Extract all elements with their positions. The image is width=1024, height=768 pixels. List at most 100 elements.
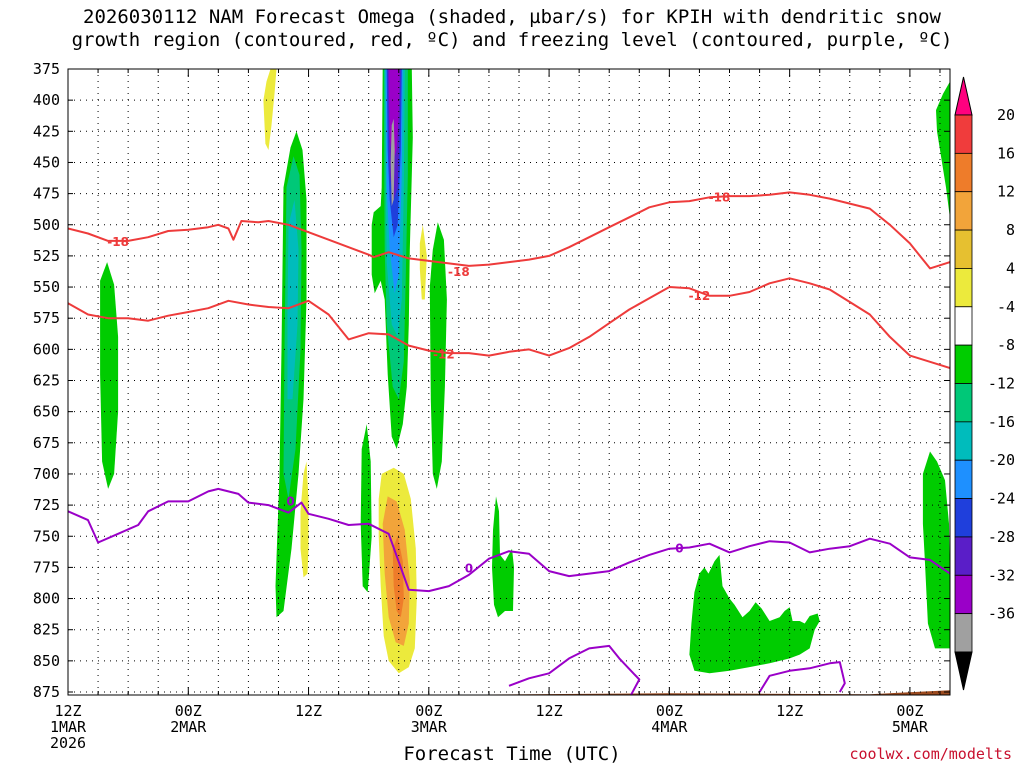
x-tick-label: 1MAR [50,718,87,736]
contour--18-c [68,191,950,270]
y-tick-label: 550 [33,278,60,296]
colorbar-box [954,574,973,615]
contour-label: -18 [107,235,129,249]
credit-text: coolwx.com/modelts [849,745,1012,763]
colorbar-box [954,306,973,346]
colorbar-label: 4 [1006,259,1015,277]
colorbar-box [954,613,973,653]
chart-title: 2026030112 NAM Forecast Omega (shaded, µ… [0,6,1024,52]
x-tick-label: 00Z [415,702,442,720]
colorbar-box [954,536,973,576]
colorbar-label: -32 [988,566,1015,584]
x-tick-label: 12Z [536,702,563,720]
colorbar-bottom-arrow [954,651,973,691]
y-tick-label: 800 [33,590,60,608]
contour-lines [68,191,950,695]
x-tick-label: 12Z [54,702,81,720]
omega-region-13 [429,222,447,489]
colorbar-box [954,191,973,231]
title-line-1: 2026030112 NAM Forecast Omega (shaded, µ… [83,6,941,28]
ground-fill [68,690,950,695]
y-tick-label: 775 [33,558,60,576]
colorbar-label: -20 [988,451,1015,469]
y-tick-label: 475 [33,185,60,203]
y-tick-label: 700 [33,465,60,483]
contour-label: 0 [465,562,473,576]
x-tick-label: 2026 [50,734,86,752]
colorbar-label: -36 [988,605,1015,623]
omega-region-0 [100,262,119,489]
omega-region-18 [263,69,277,150]
y-tick-label: 650 [33,403,60,421]
x-axis-label: Forecast Time (UTC) [403,743,621,765]
colorbar-box [954,152,973,193]
omega-region-14 [492,496,514,618]
title-line-2: growth region (contoured, red, ºC) and f… [71,29,953,51]
colorbar-label: -4 [997,298,1015,316]
x-tick-label: 3MAR [411,718,448,736]
colorbar-label: 20 [997,106,1015,124]
grid-lines [68,68,950,695]
contour--12-c [68,277,950,369]
y-tick-label: 675 [33,434,60,452]
y-tick-label: 375 [33,60,60,78]
colorbar-box [954,498,973,538]
colorbar-box [954,229,973,269]
y-axis: 375 400 425 450 475 500 525 550 575 600 625 650 675 7… [33,60,950,701]
contour-label: 0 [675,542,683,556]
y-tick-label: 450 [33,153,60,171]
y-tick-label: 425 [33,122,60,140]
omega-region-4 [360,424,372,593]
y-tick-label: 625 [33,372,60,390]
colorbar-label: 12 [997,183,1015,201]
contour-0-c-lower-2- [758,661,846,693]
colorbar-label: 16 [997,144,1015,162]
colorbar-box [954,421,973,461]
y-tick-label: 525 [33,247,60,265]
omega-region-17 [936,81,950,219]
colorbar-box [954,459,973,499]
x-tick-label: 00Z [896,702,923,720]
contour-labels: -18 -18 -18 -12 -12 0 0 0 [107,190,731,576]
colorbar-label: -24 [988,490,1015,508]
colorbar-label: -16 [988,413,1015,431]
y-tick-label: 750 [33,527,60,545]
contour-label: -18 [448,265,470,279]
contour-label: -12 [689,289,711,303]
plot-frame [67,68,951,696]
x-tick-label: 12Z [776,702,803,720]
x-tick-label: 2MAR [170,718,207,736]
colorbar-box [954,268,973,308]
colorbar-label: -28 [988,528,1015,546]
omega-region-20 [419,224,427,300]
colorbar: 20 16 12 8 4 -4 -8 -12 -16 -20 -24 -28 -32 -36 [954,76,1015,691]
colorbar-top-arrow [954,76,973,116]
contour-label: 0 [286,494,294,508]
colorbar-label: -12 [988,375,1015,393]
colorbar-label: -8 [997,336,1015,354]
y-tick-label: 500 [33,216,60,234]
contour-0-c [68,487,950,593]
x-tick-label: 5MAR [892,718,929,736]
contour-label: -18 [709,190,731,204]
omega-region-15 [689,554,820,674]
terrain-ground [68,690,950,695]
omega-shading [100,69,950,674]
x-tick-label: 12Z [295,702,322,720]
contour-label: -12 [433,347,455,361]
y-tick-label: 725 [33,496,60,514]
y-tick-label: 575 [33,309,60,327]
x-tick-label: 00Z [656,702,683,720]
y-tick-label: 600 [33,340,60,358]
omega-region-16 [922,451,950,649]
omega-region-23 [392,536,404,618]
colorbar-box [954,383,973,423]
y-tick-label: 850 [33,652,60,670]
x-tick-label: 4MAR [651,718,688,736]
y-tick-label: 875 [33,683,60,701]
y-tick-label: 825 [33,621,60,639]
colorbar-box [954,344,973,384]
colorbar-label: 8 [1006,221,1015,239]
